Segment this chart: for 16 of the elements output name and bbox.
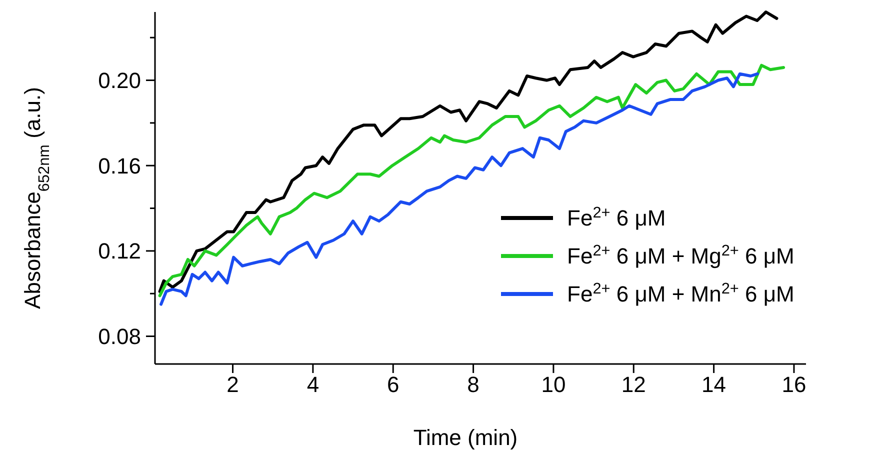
legend-label: Fe$^{2+}$ 6 μM + Mg$^{2+}$ 6 μM bbox=[567, 242, 794, 269]
legend-label: Fe$^{2+}$ 6 μM + Mn$^{2+}$ 6 μM bbox=[567, 280, 794, 307]
x-tick-label: 12 bbox=[621, 372, 646, 397]
x-tick-label: 10 bbox=[541, 372, 566, 397]
x-tick-label: 4 bbox=[306, 372, 320, 397]
y-tick-label: 0.12 bbox=[98, 238, 141, 264]
y-tick-label: 0.20 bbox=[98, 68, 141, 93]
x-tick-label: 16 bbox=[782, 372, 806, 397]
y-tick-label: 0.08 bbox=[98, 324, 141, 349]
y-tick-label: 0.16 bbox=[98, 153, 141, 178]
x-tick-label: 6 bbox=[386, 372, 400, 397]
x-axis-title: Time (min) bbox=[413, 425, 518, 450]
x-tick-label: 2 bbox=[226, 372, 239, 397]
x-tick-label: 14 bbox=[702, 372, 726, 397]
legend-label: Fe$^{2+}$ 6 μM bbox=[567, 204, 666, 231]
x-tick-label: 8 bbox=[467, 372, 480, 397]
